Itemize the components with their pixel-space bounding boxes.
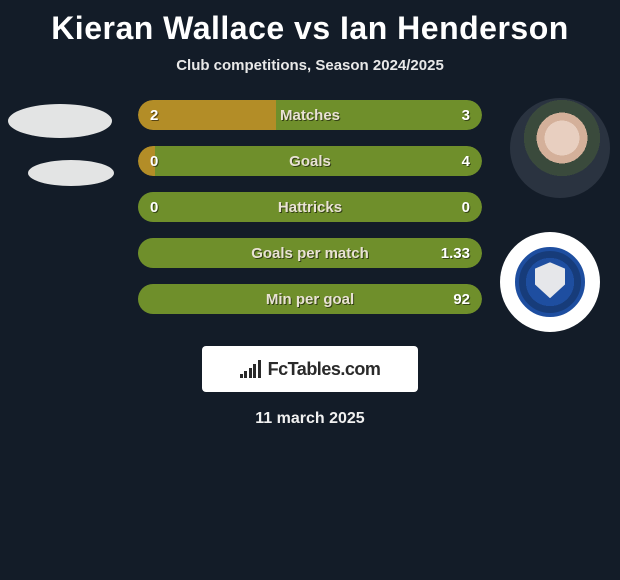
- bar-fill-right: [138, 284, 482, 314]
- bar-track: [138, 238, 482, 268]
- club-badge-icon: [515, 247, 585, 317]
- bar-fill-right: [138, 192, 482, 222]
- player2-club-badge: [500, 232, 600, 332]
- stat-value-right: 4: [462, 146, 470, 176]
- brand-icon-bar: [258, 360, 261, 378]
- stat-value-right: 92: [453, 284, 470, 314]
- subtitle: Club competitions, Season 2024/2025: [0, 57, 620, 74]
- brand-icon-bar: [249, 368, 252, 378]
- player2-avatar: [510, 98, 610, 198]
- player1-avatar-placeholder-2: [28, 160, 114, 186]
- stat-row: Min per goal 92: [138, 284, 482, 314]
- player1-avatar-placeholder-1: [8, 104, 112, 138]
- bar-fill-right: [276, 100, 482, 130]
- stats-bars: 2 Matches 3 0 Goals 4 0 Hattricks 0: [138, 100, 482, 330]
- brand-text: FcTables.com: [268, 359, 381, 380]
- brand-icon-bar: [240, 374, 243, 378]
- page-title: Kieran Wallace vs Ian Henderson: [0, 0, 620, 47]
- stat-row: 0 Goals 4: [138, 146, 482, 176]
- stat-value-left: 2: [150, 100, 158, 130]
- brand-box: FcTables.com: [202, 346, 418, 392]
- stat-row: 0 Hattricks 0: [138, 192, 482, 222]
- stats-area: 2 Matches 3 0 Goals 4 0 Hattricks 0: [0, 104, 620, 334]
- bar-fill-right: [155, 146, 482, 176]
- bar-track: [138, 146, 482, 176]
- stat-row: 2 Matches 3: [138, 100, 482, 130]
- brand-icon-bar: [244, 371, 247, 378]
- stat-value-right: 0: [462, 192, 470, 222]
- brand-icon-bar: [253, 364, 256, 378]
- bar-fill-right: [138, 238, 482, 268]
- stat-row: Goals per match 1.33: [138, 238, 482, 268]
- stat-value-right: 3: [462, 100, 470, 130]
- brand-chart-icon: [240, 360, 262, 378]
- date: 11 march 2025: [0, 410, 620, 428]
- bar-track: [138, 284, 482, 314]
- stat-value-right: 1.33: [441, 238, 470, 268]
- stat-value-left: 0: [150, 192, 158, 222]
- bar-track: [138, 192, 482, 222]
- bar-track: [138, 100, 482, 130]
- bar-fill-left: [138, 100, 276, 130]
- stat-value-left: 0: [150, 146, 158, 176]
